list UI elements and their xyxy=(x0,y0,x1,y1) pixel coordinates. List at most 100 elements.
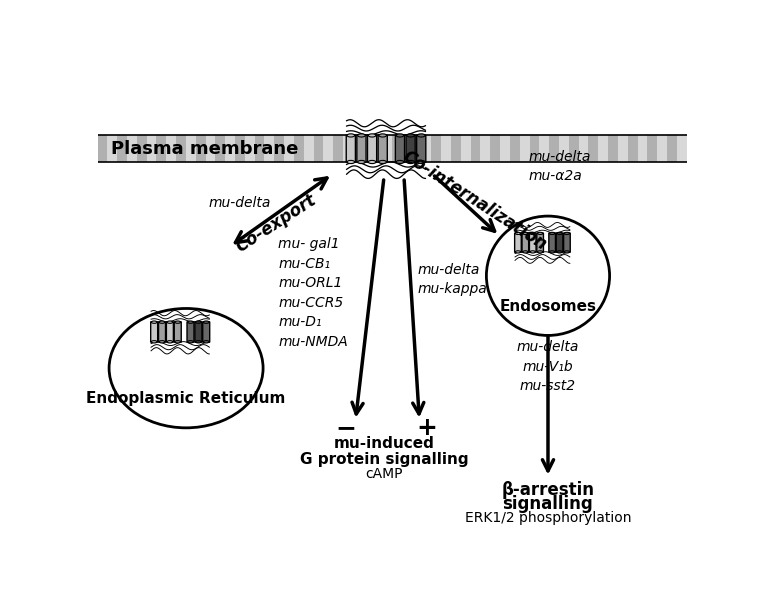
Bar xyxy=(373,135,382,162)
FancyBboxPatch shape xyxy=(356,135,366,162)
Bar xyxy=(186,135,196,162)
Bar xyxy=(284,135,294,162)
Bar xyxy=(127,135,137,162)
Bar xyxy=(107,135,117,162)
Ellipse shape xyxy=(530,251,536,253)
FancyBboxPatch shape xyxy=(396,135,405,162)
Ellipse shape xyxy=(167,321,173,323)
Ellipse shape xyxy=(175,341,181,343)
Bar xyxy=(157,135,166,162)
Text: signalling: signalling xyxy=(503,495,594,513)
Text: cAMP: cAMP xyxy=(365,467,402,481)
Bar xyxy=(637,135,647,162)
FancyBboxPatch shape xyxy=(167,322,174,342)
Bar xyxy=(431,135,441,162)
Bar xyxy=(275,135,284,162)
Ellipse shape xyxy=(538,233,542,234)
Bar xyxy=(480,135,490,162)
FancyBboxPatch shape xyxy=(367,135,376,162)
Ellipse shape xyxy=(407,161,415,164)
Ellipse shape xyxy=(516,233,521,234)
Text: Endoplasmic Reticulum: Endoplasmic Reticulum xyxy=(86,391,286,406)
FancyBboxPatch shape xyxy=(564,233,570,252)
Ellipse shape xyxy=(538,251,542,253)
FancyBboxPatch shape xyxy=(406,135,415,162)
Text: β-arrestin: β-arrestin xyxy=(502,481,594,499)
Ellipse shape xyxy=(203,321,209,323)
Bar xyxy=(147,135,157,162)
FancyBboxPatch shape xyxy=(151,322,158,342)
Ellipse shape xyxy=(368,161,376,164)
Bar xyxy=(294,135,304,162)
Bar xyxy=(235,135,245,162)
Bar xyxy=(588,135,598,162)
Bar xyxy=(500,135,510,162)
FancyBboxPatch shape xyxy=(529,233,536,252)
Text: ERK1/2 phosphorylation: ERK1/2 phosphorylation xyxy=(465,512,631,525)
Bar xyxy=(509,135,519,162)
Bar xyxy=(578,135,588,162)
Ellipse shape xyxy=(522,233,528,234)
Bar xyxy=(176,135,186,162)
FancyBboxPatch shape xyxy=(347,135,356,162)
Bar xyxy=(627,135,637,162)
Bar xyxy=(402,135,412,162)
FancyBboxPatch shape xyxy=(417,135,426,162)
FancyBboxPatch shape xyxy=(556,233,563,252)
Bar xyxy=(618,135,627,162)
Ellipse shape xyxy=(159,341,164,343)
Bar xyxy=(304,135,314,162)
Bar xyxy=(461,135,470,162)
Text: +: + xyxy=(417,416,438,440)
Bar xyxy=(608,135,618,162)
Bar xyxy=(363,135,373,162)
Bar xyxy=(422,135,431,162)
Ellipse shape xyxy=(379,134,386,137)
Bar xyxy=(392,135,402,162)
Ellipse shape xyxy=(530,233,536,234)
Ellipse shape xyxy=(358,134,365,137)
Ellipse shape xyxy=(347,134,355,137)
Ellipse shape xyxy=(358,161,365,164)
Ellipse shape xyxy=(196,321,201,323)
Ellipse shape xyxy=(565,251,570,253)
Ellipse shape xyxy=(418,161,425,164)
Ellipse shape xyxy=(175,321,181,323)
Bar xyxy=(647,135,657,162)
Ellipse shape xyxy=(557,233,562,234)
FancyBboxPatch shape xyxy=(549,233,555,252)
Ellipse shape xyxy=(187,341,194,343)
Bar xyxy=(265,135,275,162)
Text: G protein signalling: G protein signalling xyxy=(300,452,468,466)
Bar xyxy=(412,135,422,162)
Bar xyxy=(334,135,343,162)
Bar xyxy=(314,135,324,162)
FancyBboxPatch shape xyxy=(158,322,165,342)
Ellipse shape xyxy=(368,134,376,137)
Ellipse shape xyxy=(151,341,157,343)
Bar xyxy=(216,135,225,162)
Ellipse shape xyxy=(549,233,555,234)
Ellipse shape xyxy=(487,216,610,335)
Bar xyxy=(353,135,363,162)
Ellipse shape xyxy=(396,134,404,137)
Text: Co-internalization: Co-internalization xyxy=(399,147,550,254)
Ellipse shape xyxy=(516,251,521,253)
Bar xyxy=(667,135,677,162)
Bar xyxy=(451,135,461,162)
Ellipse shape xyxy=(396,161,404,164)
FancyBboxPatch shape xyxy=(537,233,543,252)
Bar xyxy=(568,135,578,162)
Bar xyxy=(441,135,451,162)
Ellipse shape xyxy=(151,321,157,323)
Ellipse shape xyxy=(418,134,425,137)
Text: −: − xyxy=(335,416,356,440)
FancyBboxPatch shape xyxy=(187,322,194,342)
Bar xyxy=(196,135,206,162)
Text: mu-induced: mu-induced xyxy=(334,436,435,451)
FancyBboxPatch shape xyxy=(203,322,210,342)
Bar xyxy=(529,135,539,162)
Text: mu-delta
mu-V₁b
mu-sst2: mu-delta mu-V₁b mu-sst2 xyxy=(517,340,579,393)
Bar xyxy=(255,135,265,162)
Bar xyxy=(98,135,107,162)
